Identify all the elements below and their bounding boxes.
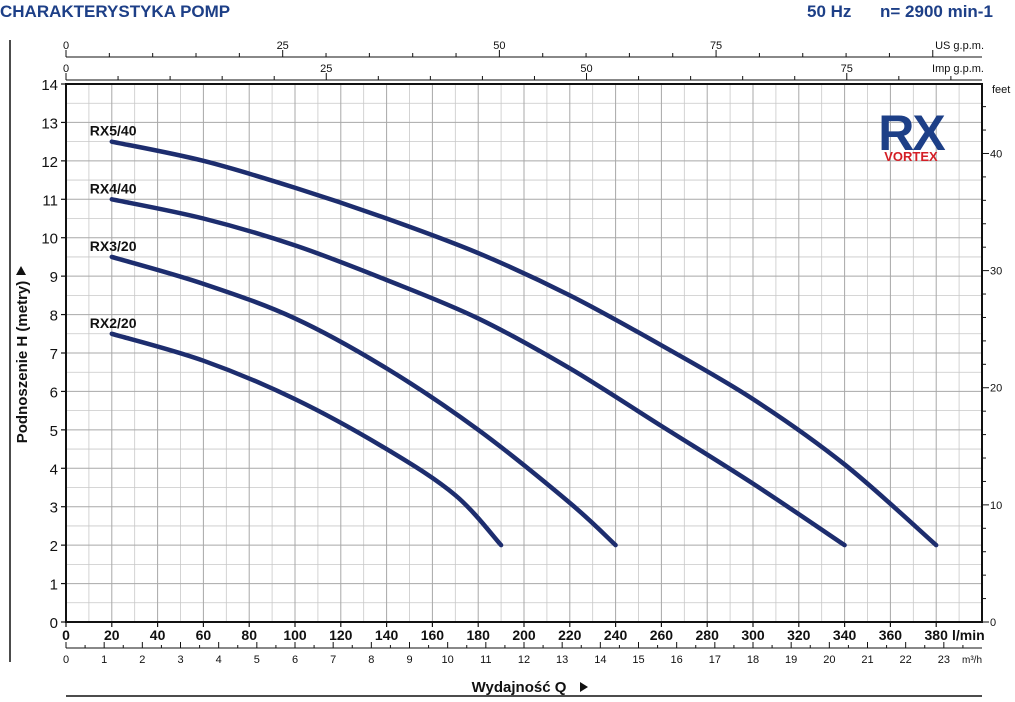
y-tick-label: 1	[50, 577, 58, 594]
imp-gpm-tick-label: 0	[63, 63, 69, 75]
y-tick-label: 8	[50, 308, 58, 325]
x-tick-label: 240	[604, 627, 628, 643]
y-tick-label: 14	[41, 77, 58, 94]
m3h-tick-label: 12	[518, 654, 530, 666]
us-gpm-unit-label: US g.p.m.	[935, 40, 984, 52]
x-tick-label: 20	[104, 627, 120, 643]
y-tick-label: 7	[50, 346, 58, 363]
x-tick-label: 360	[879, 627, 903, 643]
m3h-tick-label: 5	[254, 654, 260, 666]
series-label: RX2/20	[90, 315, 137, 331]
x-unit-label: l/min	[952, 627, 985, 643]
m3h-tick-label: 17	[709, 654, 721, 666]
feet-tick-label: 10	[990, 500, 1002, 512]
x-tick-label: 180	[467, 627, 491, 643]
x-tick-label: 260	[650, 627, 674, 643]
x-axis-arrow	[580, 682, 588, 692]
feet-tick-label: 0	[990, 617, 996, 629]
series-line-rx5-40	[109, 139, 939, 548]
y-tick-label: 5	[50, 423, 58, 440]
y-axis-title: Podnoszenie H (metry)	[14, 281, 31, 444]
m3h-tick-label: 15	[632, 654, 644, 666]
x-tick-label: 80	[241, 627, 257, 643]
x-tick-label: 320	[787, 627, 811, 643]
frequency-label: 50 Hz	[807, 2, 852, 21]
m3h-tick-label: 6	[292, 654, 298, 666]
y-tick-label: 3	[50, 500, 58, 517]
x-tick-label: 0	[62, 627, 70, 643]
m3h-tick-label: 11	[480, 654, 491, 666]
us-gpm-tick-label: 0	[63, 40, 69, 52]
m3h-tick-label: 3	[177, 654, 183, 666]
x-tick-label: 300	[741, 627, 765, 643]
speed-label: n= 2900 min-1	[880, 2, 993, 21]
series-label: RX5/40	[90, 123, 137, 139]
feet-tick-label: 20	[990, 383, 1002, 395]
y-tick-label: 4	[50, 461, 58, 478]
x-tick-label: 220	[558, 627, 582, 643]
m3h-tick-label: 19	[785, 654, 797, 666]
m3h-tick-label: 14	[594, 654, 606, 666]
y-tick-label: 10	[41, 231, 58, 248]
logo-vortex-text: VORTEX	[884, 149, 938, 164]
y-tick-label: 6	[50, 384, 58, 401]
m3h-tick-label: 23	[938, 654, 950, 666]
imp-gpm-tick-label: 75	[841, 63, 853, 75]
feet-unit-label: feet	[992, 84, 1010, 96]
m3h-tick-label: 1	[101, 654, 107, 666]
y-tick-label: 12	[41, 154, 58, 171]
x-tick-label: 200	[512, 627, 536, 643]
m3h-tick-label: 2	[139, 654, 145, 666]
y-tick-label: 9	[50, 269, 58, 286]
y-tick-label: 2	[50, 538, 58, 555]
y-axis-arrow	[16, 266, 26, 275]
feet-tick-label: 30	[990, 266, 1002, 278]
imp-gpm-unit-label: Imp g.p.m.	[932, 63, 984, 75]
x-tick-label: 380	[925, 627, 949, 643]
m3h-tick-label: 18	[747, 654, 759, 666]
m3h-tick-label: 16	[671, 654, 683, 666]
y-tick-label: 13	[41, 115, 58, 132]
m3h-tick-label: 9	[406, 654, 412, 666]
us-gpm-tick-label: 75	[710, 40, 722, 52]
x-tick-label: 60	[196, 627, 212, 643]
series-label: RX3/20	[90, 238, 137, 254]
imp-gpm-tick-label: 25	[320, 63, 332, 75]
x-tick-label: 280	[696, 627, 720, 643]
m3h-tick-label: 13	[556, 654, 568, 666]
y-tick-label: 0	[50, 615, 58, 632]
x-tick-label: 120	[329, 627, 353, 643]
series-line-rx3-20	[109, 254, 618, 548]
m3h-tick-label: 7	[330, 654, 336, 666]
x-tick-label: 40	[150, 627, 166, 643]
m3h-unit-label: m³/h	[962, 655, 982, 666]
imp-gpm-tick-label: 50	[580, 63, 592, 75]
feet-tick-label: 40	[990, 148, 1002, 160]
x-axis-title: Wydajność Q	[472, 679, 567, 696]
y-tick-label: 11	[42, 192, 58, 209]
m3h-tick-label: 8	[368, 654, 374, 666]
m3h-tick-label: 0	[63, 654, 69, 666]
logo-rx-text: RX	[878, 105, 945, 161]
m3h-tick-label: 4	[216, 654, 222, 666]
chart-title: CHARAKTERYSTYKA POMP	[0, 2, 231, 21]
x-tick-label: 340	[833, 627, 857, 643]
us-gpm-tick-label: 25	[277, 40, 289, 52]
m3h-tick-label: 22	[900, 654, 912, 666]
x-tick-label: 100	[283, 627, 307, 643]
m3h-tick-label: 10	[442, 654, 454, 666]
m3h-tick-label: 20	[823, 654, 835, 666]
m3h-tick-label: 21	[861, 654, 873, 666]
series-label: RX4/40	[90, 180, 137, 196]
series-line-rx2-20	[109, 331, 504, 548]
x-tick-label: 140	[375, 627, 399, 643]
x-tick-label: 160	[421, 627, 445, 643]
series-line-rx4-40	[109, 197, 847, 548]
us-gpm-tick-label: 50	[493, 40, 505, 52]
